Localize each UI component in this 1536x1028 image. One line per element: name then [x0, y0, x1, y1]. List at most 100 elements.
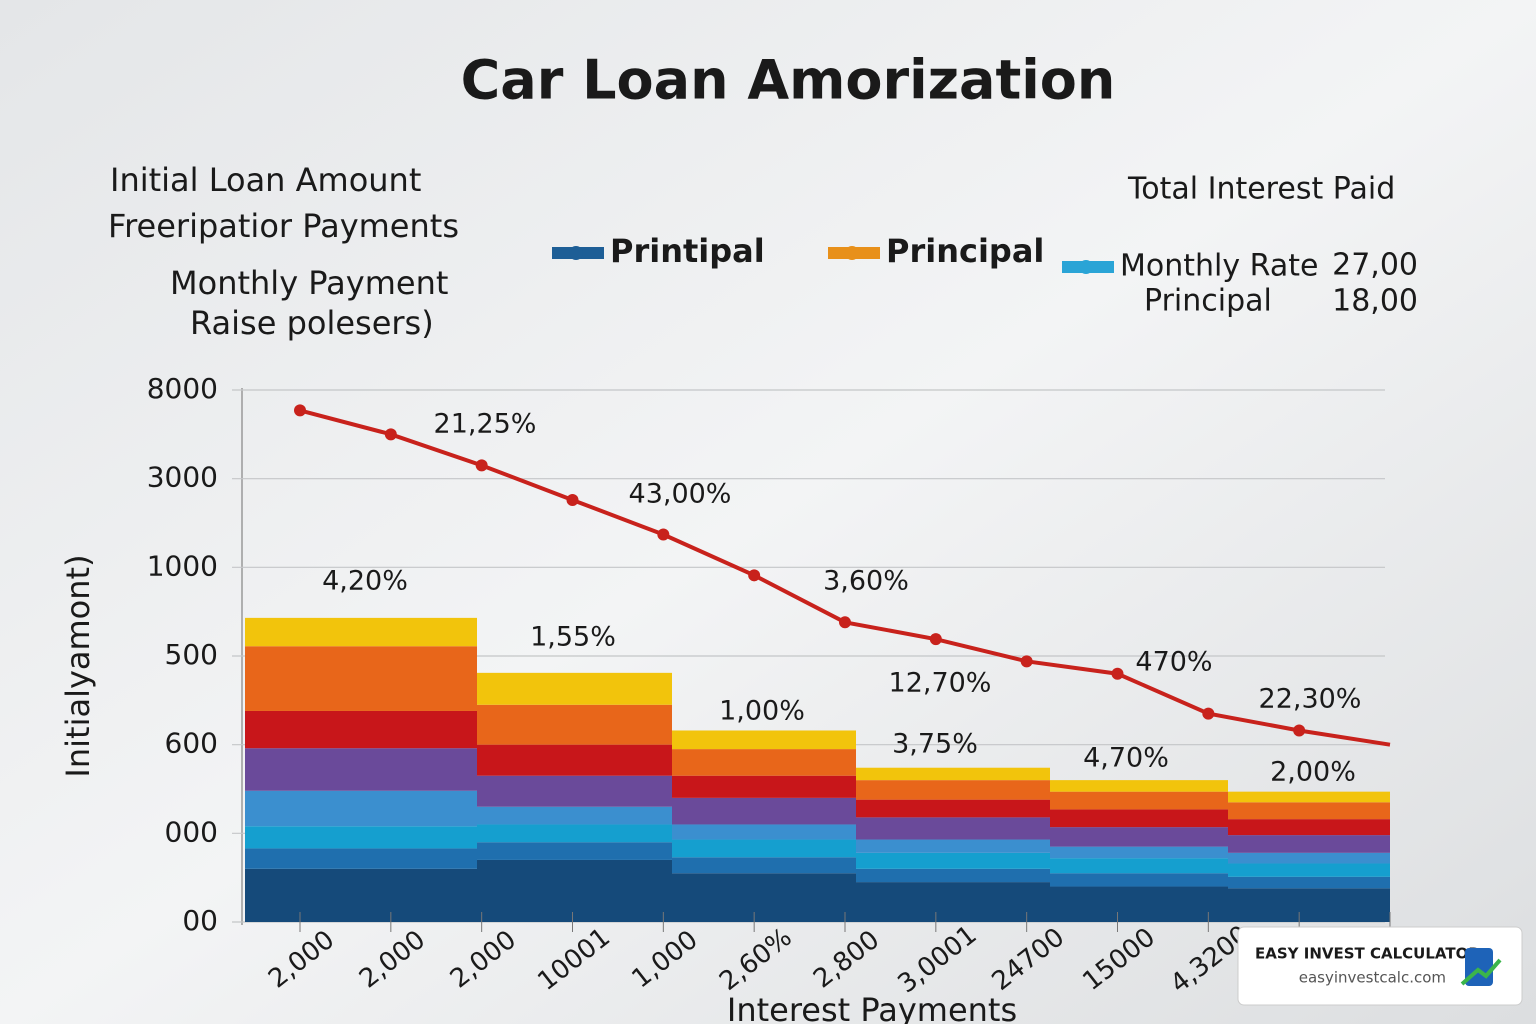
- bar-segment: [245, 646, 477, 711]
- annotation: 4,70%: [1083, 743, 1169, 774]
- line-marker: [566, 493, 579, 506]
- bar-segment: [856, 780, 1050, 800]
- watermark-url: easyinvestcalc.com: [1299, 969, 1446, 987]
- y-tick-label: 8000: [147, 372, 218, 405]
- bar-segment: [672, 797, 856, 825]
- bar-segment: [1228, 888, 1390, 922]
- bar-segment: [672, 839, 856, 858]
- bar-segment: [856, 852, 1050, 869]
- line-marker: [657, 528, 670, 541]
- annotation: 12,70%: [889, 668, 992, 699]
- bar-segment: [672, 730, 856, 750]
- summary-title: Total Interest Paid: [1127, 172, 1395, 207]
- left-label: Raise polesers): [190, 304, 434, 342]
- bar-segment: [245, 848, 477, 869]
- legend-label: Printipal: [610, 232, 765, 270]
- legend-marker: [569, 246, 583, 260]
- summary-value: 27,00: [1332, 248, 1418, 283]
- watermark-box: [1237, 926, 1523, 1006]
- annotation: 1,00%: [719, 696, 805, 727]
- line-marker: [1020, 655, 1033, 668]
- bar-segment: [1228, 819, 1390, 836]
- x-axis-label: Interest Payments: [727, 991, 1017, 1024]
- watermark: EASY INVEST CALCULATOR easyinvestcalc.co…: [1237, 926, 1523, 1006]
- annotation: 21,25%: [434, 409, 537, 440]
- line-marker: [384, 428, 397, 441]
- watermark-title: EASY INVEST CALCULATOR: [1255, 945, 1480, 963]
- bar-segment: [477, 806, 672, 825]
- bar-segment: [1050, 791, 1228, 810]
- bar-segment: [477, 672, 672, 705]
- bar-segment: [672, 873, 856, 922]
- legend-marker: [845, 246, 859, 260]
- line-marker: [294, 404, 306, 417]
- left-label: Monthly Payment: [170, 264, 448, 302]
- bar-segment: [245, 710, 477, 749]
- bar-segment: [245, 868, 477, 922]
- legend-label: Principal: [886, 232, 1044, 270]
- y-axis-label: Initialyamont): [59, 554, 97, 777]
- annotation: 4,20%: [322, 566, 408, 597]
- icon-arrow: [1460, 958, 1502, 986]
- y-tick-label: 500: [165, 638, 218, 671]
- bar-segment: [1050, 886, 1228, 922]
- legend-marker: [1079, 260, 1093, 274]
- bar-segment: [1228, 802, 1390, 820]
- bar-segment: [1228, 791, 1390, 803]
- annotation: 2,00%: [1270, 757, 1356, 788]
- line-marker: [1293, 724, 1306, 737]
- bar-segment: [856, 839, 1050, 853]
- legend-label: Monthly Rate: [1120, 249, 1318, 284]
- bar-segment: [1228, 863, 1390, 877]
- bar-segment: [245, 826, 477, 849]
- y-tick-label: 1000: [147, 549, 218, 582]
- bar-segment: [1228, 835, 1390, 853]
- annotation: 3,75%: [892, 729, 978, 760]
- bar-segment: [1050, 780, 1228, 792]
- annotation: 3,60%: [823, 566, 909, 597]
- bar-segment: [477, 824, 672, 843]
- bar-segment: [856, 799, 1050, 818]
- bar-segment: [856, 882, 1050, 922]
- line-marker: [839, 616, 851, 629]
- chart-title: Car Loan Amorization: [461, 49, 1116, 112]
- bar-segment: [245, 617, 477, 647]
- bar-segment: [856, 767, 1050, 781]
- line-marker: [475, 459, 488, 472]
- summary-value: 18,00: [1332, 284, 1418, 319]
- bar-segment: [245, 748, 477, 791]
- left-label: Freeripatior Payments: [108, 207, 459, 245]
- bar-segment: [672, 775, 856, 798]
- annotation: 43,00%: [629, 479, 732, 510]
- y-tick-label: 00: [182, 904, 218, 937]
- bar-segment: [1050, 809, 1228, 828]
- line-marker: [1111, 667, 1124, 680]
- bar-segment: [1050, 858, 1228, 874]
- summary-label: Principal: [1144, 284, 1272, 319]
- bar-segment: [856, 868, 1050, 883]
- bar-segment: [477, 842, 672, 860]
- bar-segment: [477, 775, 672, 807]
- bar-segment: [477, 859, 672, 922]
- y-tick-label: 3000: [147, 461, 218, 494]
- bar-segment: [477, 744, 672, 776]
- y-tick-label: 600: [165, 727, 218, 760]
- bar-segment: [672, 824, 856, 840]
- bar-segment: [1050, 827, 1228, 847]
- y-tick-label: 000: [165, 815, 218, 848]
- bar-segment: [856, 817, 1050, 840]
- bar-segment: [1050, 873, 1228, 887]
- bar-segment: [1228, 852, 1390, 864]
- bar-segment: [1050, 846, 1228, 859]
- bar-segment: [672, 857, 856, 874]
- bar-segment: [245, 790, 477, 827]
- bar-segment: [1228, 876, 1390, 889]
- bar-segment: [477, 704, 672, 745]
- line-marker: [929, 633, 942, 646]
- annotation: 470%: [1135, 647, 1212, 678]
- left-label: Initial Loan Amount: [110, 161, 421, 199]
- line-marker: [748, 569, 761, 582]
- line-marker: [1202, 707, 1215, 720]
- annotation: 1,55%: [530, 622, 616, 653]
